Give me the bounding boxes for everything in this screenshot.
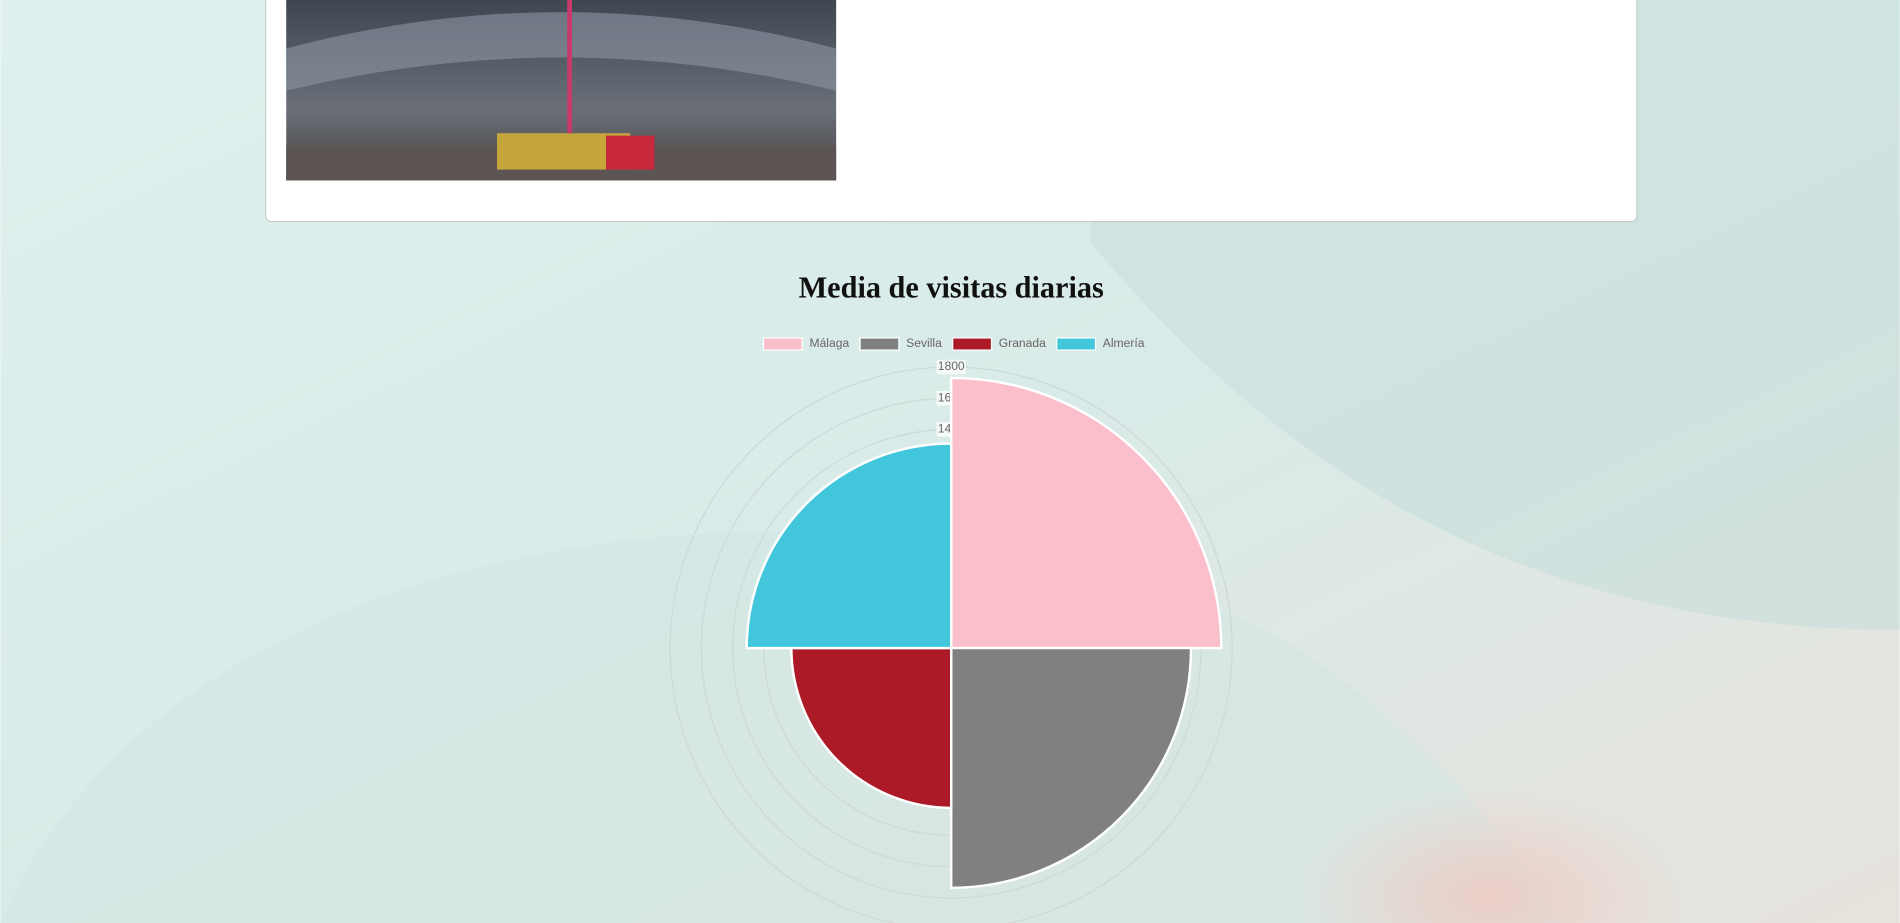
tick-label: 1800: [938, 359, 965, 373]
chart: MálagaSevillaGranadaAlmería2004006008001…: [669, 336, 1233, 923]
legend-swatch: [859, 337, 900, 351]
polar-segment: [745, 442, 953, 650]
background-shape: [1296, 787, 1684, 923]
legend-label: Málaga: [809, 336, 849, 350]
legend-swatch: [762, 337, 803, 351]
legend-label: Sevilla: [906, 336, 942, 350]
chart-title: Media de visitas diarias: [799, 271, 1104, 305]
polar-segment: [950, 646, 1193, 890]
card-photo: [286, 0, 837, 181]
photo-detail: [605, 135, 655, 170]
legend-swatch: [1056, 337, 1097, 351]
polar-segment: [790, 646, 953, 810]
tick-label-backdrop: [936, 359, 966, 375]
legend-swatch: [952, 337, 993, 351]
legend-label: Granada: [999, 336, 1046, 350]
legend-label: Almería: [1103, 336, 1145, 350]
polar-segment: [950, 376, 1223, 650]
photo-detail: [286, 12, 837, 91]
